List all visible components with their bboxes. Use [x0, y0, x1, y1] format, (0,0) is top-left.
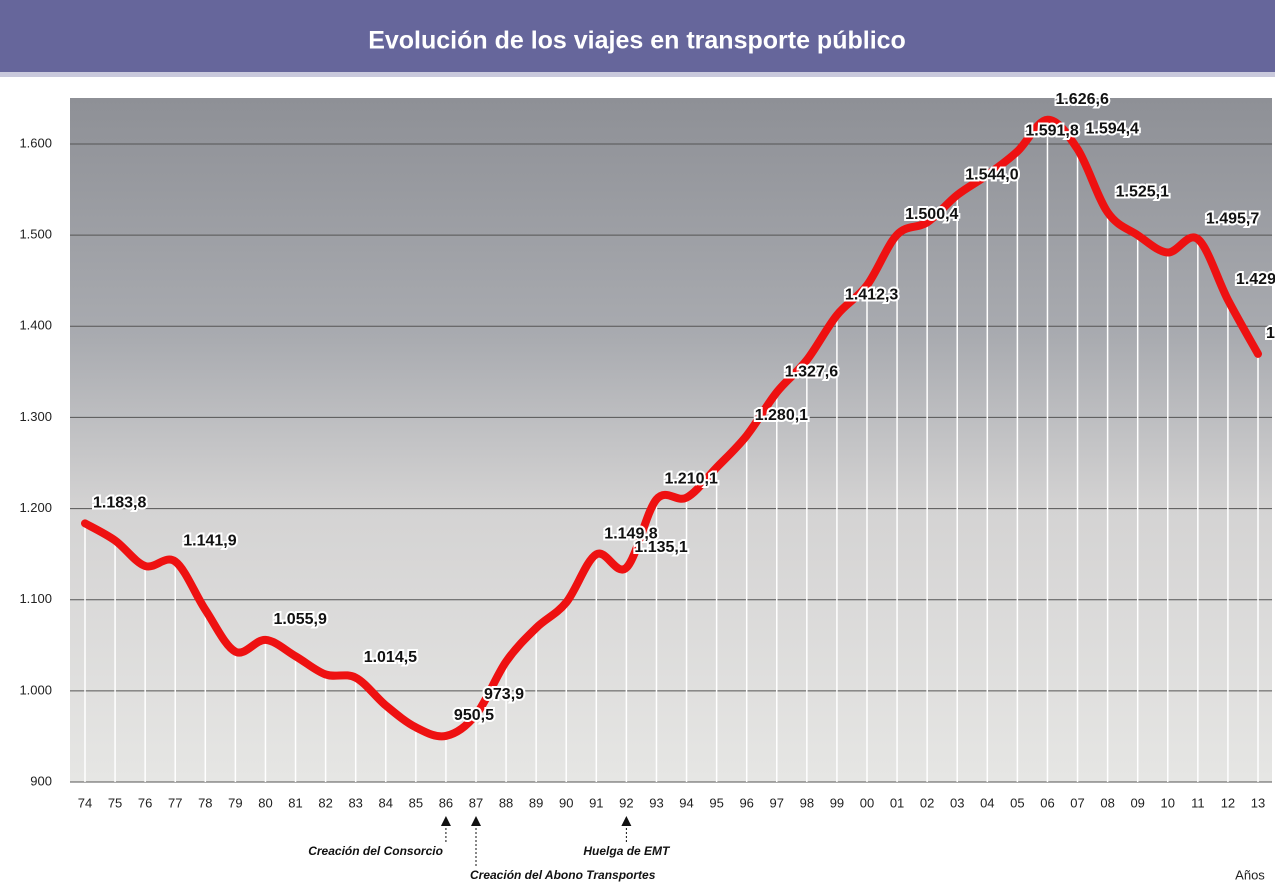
- x-tick-label: 85: [409, 795, 423, 810]
- y-tick-label: 900: [30, 773, 52, 788]
- y-tick-label: 1.200: [19, 500, 52, 515]
- y-tick-label: 1.500: [19, 227, 52, 242]
- plot-background: [70, 98, 1272, 782]
- data-label: 1.135,1: [634, 539, 687, 556]
- annotation-arrowhead: [441, 816, 451, 826]
- x-tick-label: 02: [920, 795, 934, 810]
- x-tick-label: 84: [379, 795, 393, 810]
- x-tick-label: 94: [679, 795, 693, 810]
- x-tick-label: 12: [1221, 795, 1235, 810]
- data-label: 1.280,1: [755, 407, 808, 424]
- y-tick-label: 1.100: [19, 591, 52, 606]
- x-tick-label: 01: [890, 795, 904, 810]
- x-tick-label: 11: [1191, 795, 1205, 810]
- data-label: 1.594,4: [1086, 120, 1139, 137]
- x-tick-label: 88: [499, 795, 513, 810]
- data-label: 1.014,5: [364, 649, 417, 666]
- data-label: 1.327,6: [785, 363, 838, 380]
- data-label: 1.544,0: [965, 166, 1018, 183]
- x-tick-label: 79: [228, 795, 242, 810]
- x-tick-label: 13: [1251, 795, 1265, 810]
- x-tick-label: 74: [78, 795, 92, 810]
- chart-title: Evolución de los viajes en transporte pú…: [368, 27, 906, 55]
- data-label: 1.525,1: [1116, 183, 1169, 200]
- x-tick-label: 03: [950, 795, 964, 810]
- title-bar-border: [0, 72, 1275, 77]
- x-tick-label: 09: [1130, 795, 1144, 810]
- data-label: 1.141,9: [183, 533, 236, 550]
- x-tick-label: 78: [198, 795, 212, 810]
- x-tick-label: 91: [589, 795, 603, 810]
- data-label: 1.412,3: [845, 286, 898, 303]
- data-label: 1.626,6: [1055, 91, 1108, 108]
- x-tick-label: 99: [830, 795, 844, 810]
- x-tick-label: 08: [1100, 795, 1114, 810]
- y-tick-label: 1.000: [19, 682, 52, 697]
- x-tick-label: 87: [469, 795, 483, 810]
- data-label: 950,5: [454, 707, 494, 724]
- x-tick-label: 89: [529, 795, 543, 810]
- x-tick-label: 90: [559, 795, 573, 810]
- data-label: 1.369,7: [1266, 325, 1275, 342]
- y-tick-label: 1.600: [19, 135, 52, 150]
- data-label: 1.210,1: [664, 471, 717, 488]
- x-tick-label: 75: [108, 795, 122, 810]
- x-tick-label: 81: [288, 795, 302, 810]
- data-label: 1.183,8: [93, 495, 146, 512]
- x-tick-label: 04: [980, 795, 994, 810]
- annotation-arrowhead: [471, 816, 481, 826]
- x-tick-label: 76: [138, 795, 152, 810]
- x-tick-label: 95: [709, 795, 723, 810]
- data-label: 1.429,0: [1236, 271, 1275, 288]
- annotation-arrowhead: [621, 816, 631, 826]
- y-tick-label: 1.400: [19, 318, 52, 333]
- x-tick-label: 93: [649, 795, 663, 810]
- y-tick-label: 1.300: [19, 409, 52, 424]
- chart: Evolución de los viajes en transporte pú…: [0, 0, 1275, 886]
- x-tick-label: 10: [1161, 795, 1175, 810]
- data-label: 973,9: [484, 686, 524, 703]
- x-tick-label: 80: [258, 795, 272, 810]
- x-tick-label: 96: [739, 795, 753, 810]
- data-label: 1.495,7: [1206, 210, 1259, 227]
- data-label: 1.055,9: [273, 611, 326, 628]
- x-tick-label: 83: [348, 795, 362, 810]
- x-tick-label: 06: [1040, 795, 1054, 810]
- x-tick-label: 00: [860, 795, 874, 810]
- annotation: Creación del Abono Transportes: [470, 868, 656, 882]
- annotation: Creación del Consorcio: [308, 844, 443, 858]
- x-tick-label: 05: [1010, 795, 1024, 810]
- x-axis-label: Años: [1235, 867, 1265, 882]
- x-tick-label: 07: [1070, 795, 1084, 810]
- data-label: 1.591,8: [1025, 123, 1078, 140]
- x-tick-label: 98: [800, 795, 814, 810]
- x-tick-label: 97: [770, 795, 784, 810]
- x-tick-label: 77: [168, 795, 182, 810]
- x-tick-label: 82: [318, 795, 332, 810]
- x-tick-label: 92: [619, 795, 633, 810]
- x-tick-label: 86: [439, 795, 453, 810]
- annotation: Huelga de EMT: [583, 844, 671, 858]
- data-label: 1.500,4: [905, 206, 958, 223]
